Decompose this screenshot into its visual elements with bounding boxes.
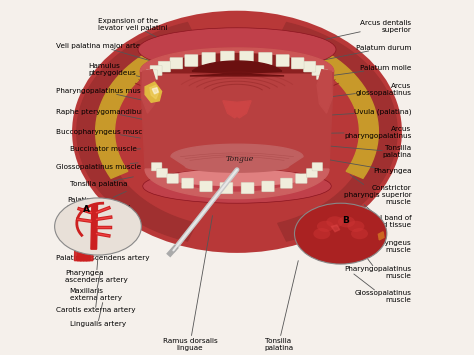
Text: Glossopalatinus
muscle: Glossopalatinus muscle bbox=[354, 274, 411, 303]
Polygon shape bbox=[77, 22, 196, 241]
FancyBboxPatch shape bbox=[240, 51, 254, 64]
Text: Buccopharyngeus
muscle: Buccopharyngeus muscle bbox=[346, 224, 411, 252]
Text: Palatum durum: Palatum durum bbox=[303, 45, 411, 64]
Text: Palatina
descedens artery: Palatina descedens artery bbox=[67, 191, 130, 210]
Text: Pharyngopalatinus
muscle: Pharyngopalatinus muscle bbox=[344, 248, 411, 279]
FancyBboxPatch shape bbox=[146, 70, 158, 80]
Text: Tonsilla
palatina: Tonsilla palatina bbox=[316, 145, 411, 158]
Circle shape bbox=[351, 228, 368, 239]
FancyBboxPatch shape bbox=[312, 65, 324, 76]
Polygon shape bbox=[96, 45, 172, 178]
Polygon shape bbox=[145, 82, 162, 102]
Polygon shape bbox=[378, 232, 384, 240]
Text: Constrictor
pharyngis superior
muscle: Constrictor pharyngis superior muscle bbox=[344, 175, 411, 204]
Text: Veli palatina major artery: Veli palatina major artery bbox=[55, 43, 155, 62]
Text: B: B bbox=[342, 216, 349, 225]
FancyBboxPatch shape bbox=[262, 181, 274, 192]
Circle shape bbox=[327, 216, 343, 228]
Text: Carotis externa artery: Carotis externa artery bbox=[55, 289, 135, 313]
FancyBboxPatch shape bbox=[291, 58, 304, 69]
Circle shape bbox=[294, 203, 387, 264]
FancyBboxPatch shape bbox=[258, 52, 272, 65]
Polygon shape bbox=[171, 144, 303, 172]
Polygon shape bbox=[145, 169, 329, 198]
FancyBboxPatch shape bbox=[150, 65, 162, 76]
FancyBboxPatch shape bbox=[156, 169, 168, 178]
Polygon shape bbox=[86, 226, 94, 261]
FancyBboxPatch shape bbox=[220, 51, 234, 64]
Text: Raphe pterygomandibularis: Raphe pterygomandibularis bbox=[55, 109, 156, 119]
Text: Tonsillaris artery: Tonsillaris artery bbox=[67, 228, 127, 244]
Text: Arcus dentalis
superior: Arcus dentalis superior bbox=[303, 20, 411, 44]
Text: Glossopalatinus muscle: Glossopalatinus muscle bbox=[55, 163, 141, 170]
FancyBboxPatch shape bbox=[295, 174, 307, 184]
Text: Maxillaris
externa artery: Maxillaris externa artery bbox=[70, 273, 122, 301]
FancyBboxPatch shape bbox=[276, 54, 289, 67]
Polygon shape bbox=[190, 61, 284, 76]
Text: Maxillaris
interna artery: Maxillaris interna artery bbox=[67, 213, 117, 232]
Text: Arcus
glossopalatinus: Arcus glossopalatinus bbox=[312, 83, 411, 99]
Polygon shape bbox=[74, 226, 82, 261]
Polygon shape bbox=[331, 225, 340, 232]
Circle shape bbox=[347, 221, 365, 232]
Text: Buccopharyngeus muscle: Buccopharyngeus muscle bbox=[55, 129, 148, 138]
Circle shape bbox=[313, 228, 330, 239]
Polygon shape bbox=[317, 70, 332, 113]
Text: Pharyngopalatinus muscle: Pharyngopalatinus muscle bbox=[55, 88, 151, 101]
FancyBboxPatch shape bbox=[170, 58, 183, 69]
Text: Ramus dorsalis
linguae: Ramus dorsalis linguae bbox=[163, 215, 217, 351]
Polygon shape bbox=[140, 48, 334, 198]
FancyBboxPatch shape bbox=[306, 169, 318, 178]
FancyBboxPatch shape bbox=[303, 61, 316, 72]
Circle shape bbox=[55, 198, 141, 255]
Text: Buccinator muscle: Buccinator muscle bbox=[70, 147, 140, 153]
FancyBboxPatch shape bbox=[185, 54, 198, 67]
Polygon shape bbox=[152, 88, 158, 94]
Text: Tonsilla palatina: Tonsilla palatina bbox=[70, 177, 133, 187]
Text: Uvula (palatina): Uvula (palatina) bbox=[303, 108, 411, 117]
Text: Tongue: Tongue bbox=[225, 155, 254, 163]
Polygon shape bbox=[278, 22, 397, 241]
Text: Pharyngea: Pharyngea bbox=[329, 160, 411, 174]
FancyBboxPatch shape bbox=[158, 61, 171, 72]
Text: Palatina ascendens artery: Palatina ascendens artery bbox=[55, 244, 149, 261]
Text: Palatum molle: Palatum molle bbox=[302, 65, 411, 80]
Circle shape bbox=[338, 216, 355, 228]
Polygon shape bbox=[83, 226, 91, 261]
Polygon shape bbox=[302, 45, 378, 178]
Text: Hamulus
pterygoideus: Hamulus pterygoideus bbox=[89, 63, 164, 83]
Ellipse shape bbox=[72, 11, 402, 253]
Polygon shape bbox=[77, 226, 85, 261]
Polygon shape bbox=[150, 85, 159, 99]
FancyBboxPatch shape bbox=[220, 182, 233, 194]
Polygon shape bbox=[223, 101, 251, 118]
Ellipse shape bbox=[143, 169, 331, 203]
Text: Lateral band of
lymphoid tissue: Lateral band of lymphoid tissue bbox=[354, 205, 411, 228]
Polygon shape bbox=[158, 54, 316, 73]
FancyBboxPatch shape bbox=[241, 182, 254, 194]
Polygon shape bbox=[80, 226, 88, 261]
Text: Tonsilla
palatina: Tonsilla palatina bbox=[264, 261, 298, 351]
FancyBboxPatch shape bbox=[200, 181, 212, 192]
FancyBboxPatch shape bbox=[167, 174, 179, 184]
Text: A: A bbox=[82, 205, 90, 214]
Text: Arcus
pharyngopalatinus: Arcus pharyngopalatinus bbox=[317, 126, 411, 139]
FancyBboxPatch shape bbox=[202, 52, 216, 65]
Polygon shape bbox=[140, 48, 334, 71]
FancyBboxPatch shape bbox=[312, 163, 323, 171]
FancyBboxPatch shape bbox=[151, 163, 162, 171]
Text: Expansion of the
levator veli palatini: Expansion of the levator veli palatini bbox=[98, 18, 169, 43]
Polygon shape bbox=[142, 70, 157, 113]
Text: Pharyngea
ascendens artery: Pharyngea ascendens artery bbox=[65, 257, 128, 283]
Polygon shape bbox=[91, 205, 98, 249]
Ellipse shape bbox=[166, 169, 308, 186]
Ellipse shape bbox=[138, 28, 336, 71]
FancyBboxPatch shape bbox=[182, 178, 194, 188]
FancyBboxPatch shape bbox=[316, 70, 328, 80]
Circle shape bbox=[317, 221, 334, 232]
Text: Lingualis artery: Lingualis artery bbox=[70, 302, 126, 327]
FancyBboxPatch shape bbox=[280, 178, 292, 188]
